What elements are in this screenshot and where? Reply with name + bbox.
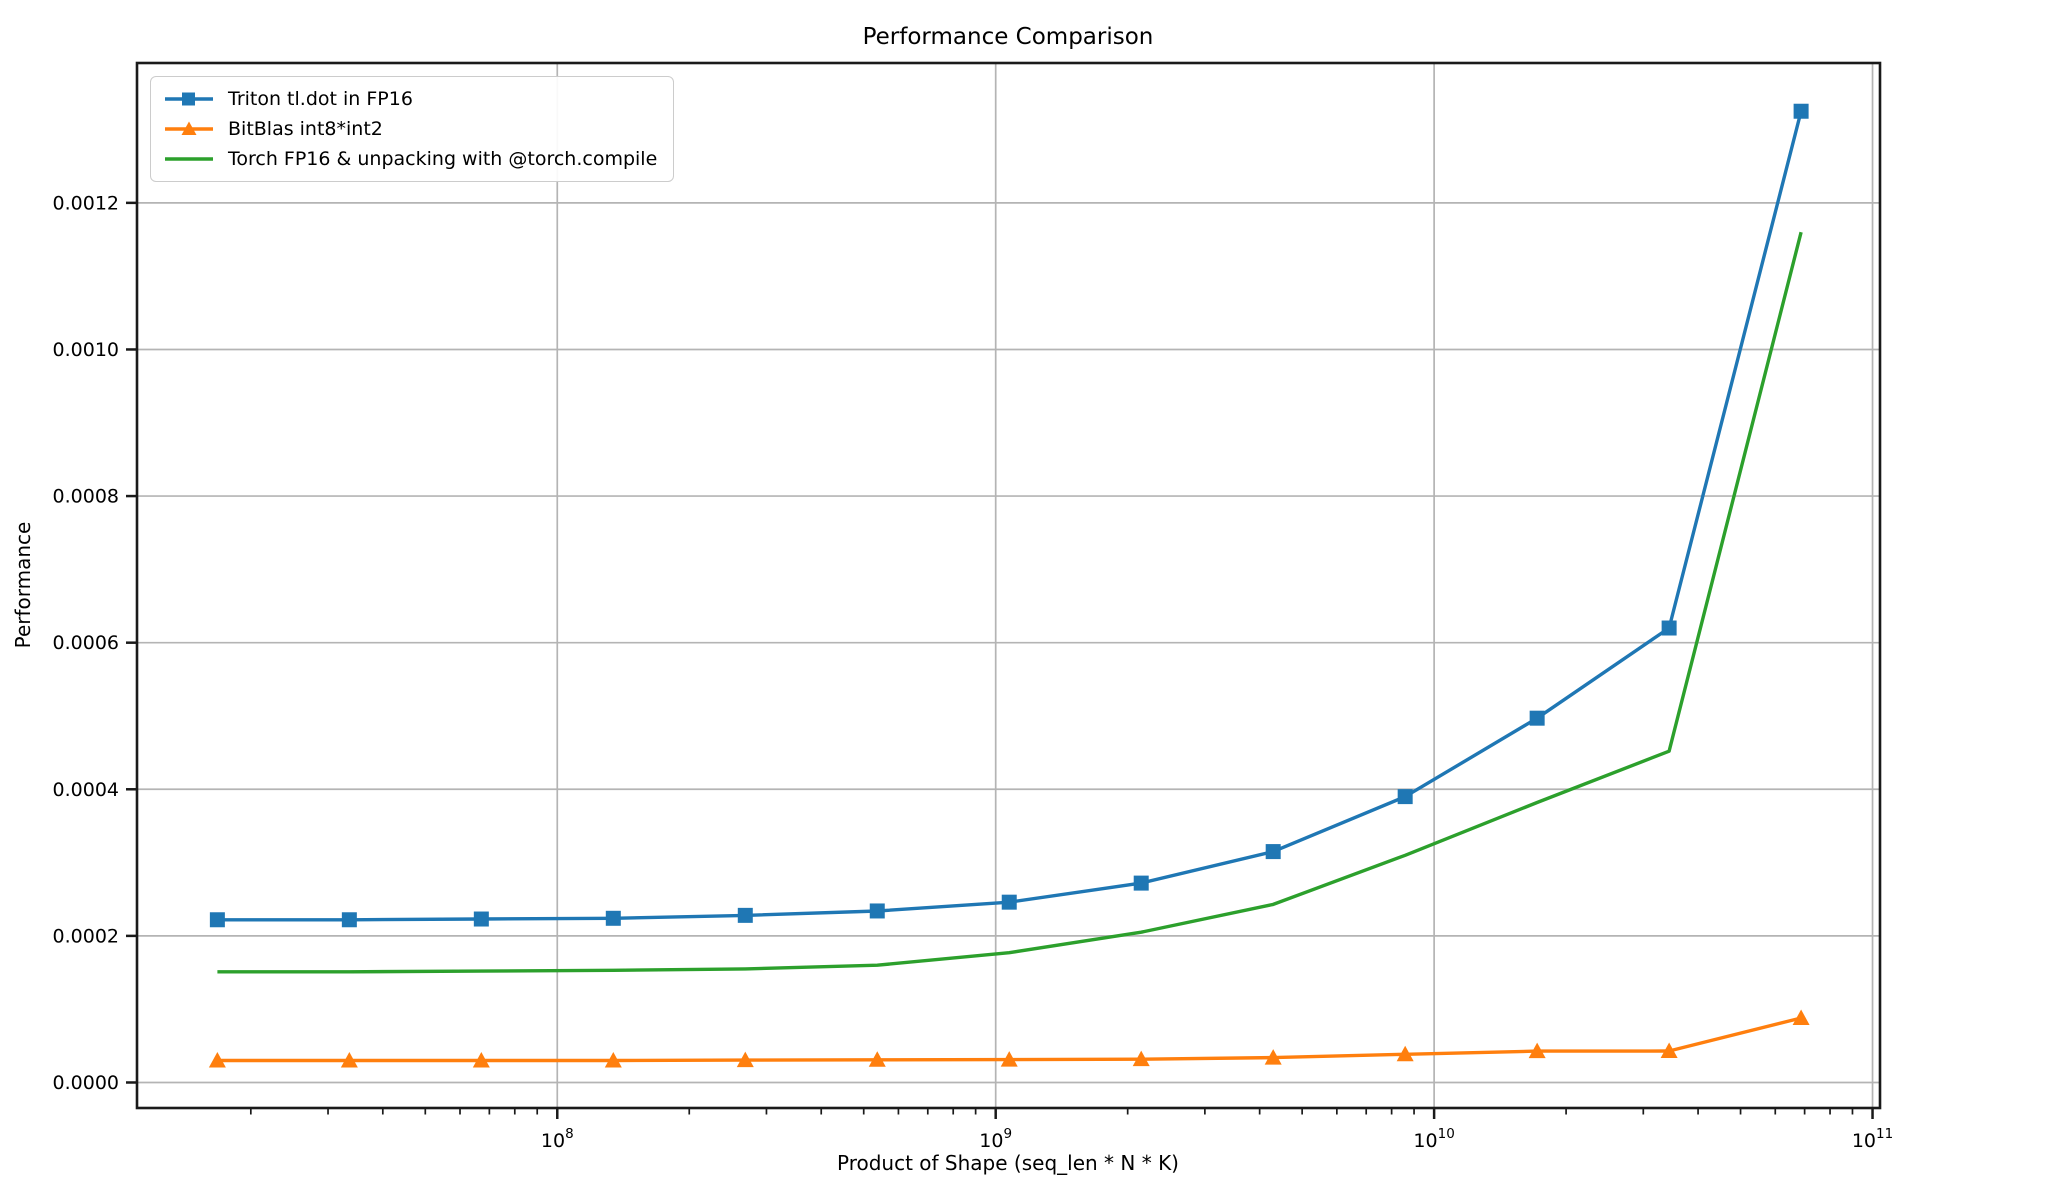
axes-spines — [135, 61, 1882, 1110]
series-triton-tl-dot-in-fp16 — [209, 103, 1809, 928]
plot-frame — [135, 61, 1882, 1110]
data-series — [208, 103, 1810, 1068]
y-tick-label: 0.0012 — [53, 192, 119, 214]
grid-lines — [137, 63, 1880, 1108]
x-tick-label: 109 — [979, 1126, 1012, 1152]
chart-title: Performance Comparison — [863, 24, 1154, 50]
legend-square-marker — [182, 92, 195, 106]
y-tick-label: 0.0006 — [53, 632, 119, 654]
series-bitblas-int8-int2 — [208, 1009, 1810, 1068]
legend-triangle-marker — [181, 121, 197, 135]
triangle-marker — [340, 1052, 358, 1068]
legend-label: Triton tl.dot in FP16 — [228, 87, 413, 110]
square-marker — [1529, 710, 1545, 726]
square-marker — [1133, 875, 1149, 891]
y-tick-label: 0.0004 — [53, 779, 119, 801]
triangle-line-sample-icon — [165, 121, 213, 135]
triangle-marker — [1000, 1051, 1018, 1067]
square-line-sample-icon — [165, 92, 213, 106]
x-tick-label: 1011 — [1852, 1126, 1893, 1152]
square-marker — [1397, 789, 1413, 805]
square-marker — [341, 912, 357, 928]
line-sample-icon — [165, 157, 213, 161]
triangle-marker — [868, 1051, 886, 1067]
y-axis-label: Performance — [11, 522, 35, 649]
y-tick-label: 0.0000 — [53, 1072, 119, 1094]
y-tick-label: 0.0002 — [53, 925, 119, 947]
x-tick-label: 1010 — [1413, 1126, 1454, 1152]
legend-label: Torch FP16 & unpacking with @torch.compi… — [228, 147, 658, 170]
y-tick-label: 0.0008 — [53, 486, 119, 508]
square-marker — [737, 907, 753, 923]
legend-label: BitBlas int8*int2 — [228, 117, 383, 140]
triangle-marker — [736, 1051, 754, 1068]
triangle-marker — [1132, 1050, 1150, 1067]
square-marker — [1001, 894, 1017, 910]
square-marker — [473, 911, 489, 927]
square-marker — [869, 903, 885, 919]
x-tick-label: 108 — [541, 1126, 574, 1152]
y-tick-label: 0.0010 — [53, 339, 119, 361]
x-axis-label: Product of Shape (seq_len * N * K) — [837, 1151, 1179, 1175]
chart-legend: Triton tl.dot in FP16 BitBlas int8*int2 To… — [150, 76, 675, 182]
square-marker — [209, 912, 225, 928]
triangle-marker — [1528, 1042, 1546, 1059]
triangle-marker — [1264, 1049, 1282, 1065]
legend-item-bitblas-int8-int2: BitBlas int8*int2 — [162, 114, 657, 144]
series-torch-fp16-unpacking-with-to — [217, 231, 1803, 974]
series-line — [217, 110, 1803, 922]
series-line — [217, 231, 1803, 974]
triangle-marker — [472, 1052, 490, 1068]
square-marker — [1265, 844, 1281, 860]
triangle-marker — [1396, 1045, 1414, 1062]
triangle-marker — [208, 1052, 226, 1068]
square-marker — [605, 910, 621, 926]
axis-ticks — [126, 201, 1874, 1119]
triangle-marker — [604, 1052, 622, 1068]
triangle-marker — [1792, 1009, 1810, 1025]
square-marker — [1793, 103, 1809, 119]
legend-item-triton-tl-dot-in-fp16: Triton tl.dot in FP16 — [162, 84, 657, 114]
triangle-marker — [1660, 1042, 1678, 1058]
legend-item-torch-fp16-unpacking-with-to: Torch FP16 & unpacking with @torch.compi… — [162, 144, 657, 174]
axis-tick-labels: 108 109 1010 1011 0.0000 0.0002 0.0004 0.0006 0.… — [53, 192, 1894, 1152]
square-marker — [1661, 620, 1677, 636]
